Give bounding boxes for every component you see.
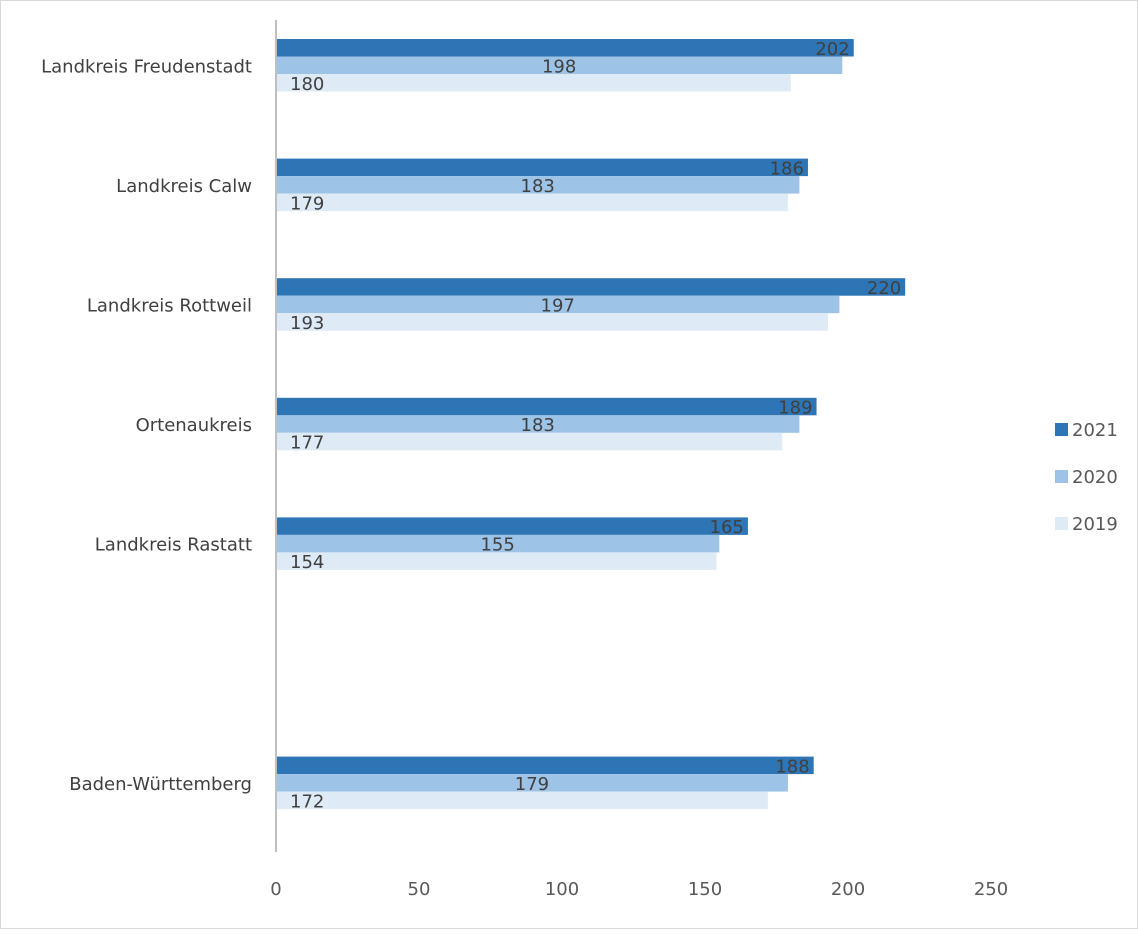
value-label: 183 [521, 176, 555, 197]
value-label: 179 [515, 774, 549, 795]
value-label: 177 [290, 433, 324, 454]
bar-2019-ortenaukreis [276, 432, 783, 451]
x-tick-label: 250 [974, 879, 1008, 900]
bars-layer [276, 39, 906, 810]
value-label: 193 [290, 313, 324, 334]
bar-2019-landkreis-rastatt [276, 552, 717, 570]
x-tick-label: 50 [408, 879, 431, 900]
bar-2020-ortenaukreis [276, 415, 800, 433]
value-labels-layer: 202 198 180 186 183 179 220 197 193 189 183 177 165 1… [290, 39, 901, 813]
bar-2019-landkreis-calw [276, 193, 788, 212]
legend-label-2021: 2021 [1072, 420, 1118, 441]
value-label: 180 [290, 74, 324, 95]
legend-swatch-2021 [1055, 423, 1068, 436]
bar-2020-landkreis-rastatt [276, 534, 720, 553]
bar-2019-landkreis-freudenstadt [276, 74, 791, 92]
category-label: Landkreis Calw [116, 176, 252, 197]
bar-2020-landkreis-rottweil [276, 295, 840, 314]
legend-swatch-2019 [1055, 517, 1068, 530]
x-tick-label: 100 [545, 879, 579, 900]
value-label: 186 [770, 158, 804, 179]
value-label: 198 [542, 56, 576, 77]
value-label: 220 [867, 278, 901, 299]
legend: 2021 2020 2019 [1055, 420, 1118, 535]
bar-2020-landkreis-calw [276, 176, 800, 194]
value-label: 189 [778, 398, 812, 419]
x-tick-labels-layer: 0 50 100 150 200 250 [270, 879, 1008, 900]
value-label: 202 [815, 39, 849, 60]
bar-2021-landkreis-freudenstadt [276, 39, 854, 57]
bar-2020-landkreis-freudenstadt [276, 56, 843, 74]
bar-2021-baden-württemberg [276, 756, 814, 775]
category-label: Landkreis Rastatt [95, 535, 252, 556]
category-labels-layer: Landkreis Freudenstadt Landkreis Calw Land… [41, 56, 252, 795]
x-tick-label: 200 [831, 879, 865, 900]
bar-2020-baden-württemberg [276, 774, 788, 792]
legend-label-2020: 2020 [1072, 467, 1118, 488]
legend-label-2019: 2019 [1072, 514, 1118, 535]
value-label: 183 [521, 415, 555, 436]
bar-2021-ortenaukreis [276, 397, 817, 416]
category-label: Baden-Württemberg [69, 774, 252, 795]
value-label: 197 [541, 295, 575, 316]
value-label: 154 [290, 552, 324, 573]
value-label: 155 [480, 535, 514, 556]
value-label: 179 [290, 193, 324, 214]
bar-2019-landkreis-rottweil [276, 313, 828, 331]
value-label: 172 [290, 791, 324, 812]
category-label: Ortenaukreis [136, 415, 252, 436]
x-tick-label: 0 [270, 879, 281, 900]
bar-2021-landkreis-rastatt [276, 517, 748, 535]
category-label: Landkreis Freudenstadt [41, 56, 252, 77]
value-label: 165 [710, 517, 744, 538]
value-label: 188 [775, 756, 809, 777]
bar-2021-landkreis-rottweil [276, 278, 906, 296]
legend-swatch-2020 [1055, 470, 1068, 483]
category-label: Landkreis Rottweil [87, 295, 252, 316]
x-tick-label: 150 [688, 879, 722, 900]
bar-2021-landkreis-calw [276, 158, 808, 177]
bar-2019-baden-württemberg [276, 791, 768, 810]
